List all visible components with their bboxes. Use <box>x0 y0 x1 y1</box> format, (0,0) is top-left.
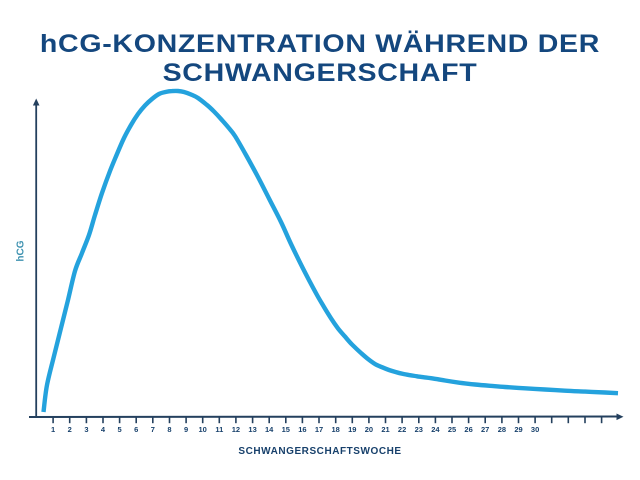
svg-text:21: 21 <box>381 425 389 434</box>
svg-text:18: 18 <box>332 425 340 434</box>
svg-text:16: 16 <box>298 425 306 434</box>
svg-text:5: 5 <box>118 425 122 434</box>
svg-text:3: 3 <box>84 425 88 434</box>
svg-text:1: 1 <box>51 425 55 434</box>
svg-text:22: 22 <box>398 425 406 434</box>
svg-text:17: 17 <box>315 425 323 434</box>
svg-text:hCG: hCG <box>16 240 27 261</box>
svg-text:30: 30 <box>531 425 539 434</box>
svg-text:14: 14 <box>265 425 274 434</box>
svg-text:20: 20 <box>365 425 373 434</box>
svg-text:6: 6 <box>134 425 138 434</box>
svg-text:7: 7 <box>151 425 155 434</box>
svg-text:12: 12 <box>232 425 240 434</box>
svg-text:25: 25 <box>448 425 456 434</box>
svg-text:26: 26 <box>464 425 472 434</box>
svg-text:8: 8 <box>167 425 171 434</box>
svg-text:23: 23 <box>415 425 423 434</box>
svg-text:19: 19 <box>348 425 356 434</box>
svg-text:10: 10 <box>199 425 207 434</box>
svg-text:28: 28 <box>498 425 506 434</box>
svg-text:4: 4 <box>101 425 106 434</box>
svg-text:15: 15 <box>282 425 290 434</box>
svg-text:27: 27 <box>481 425 489 434</box>
svg-text:9: 9 <box>184 425 188 434</box>
svg-text:29: 29 <box>514 425 522 434</box>
svg-text:11: 11 <box>215 425 223 434</box>
svg-text:13: 13 <box>248 425 256 434</box>
svg-text:SCHWANGERSCHAFTSWOCHE: SCHWANGERSCHAFTSWOCHE <box>238 446 401 457</box>
svg-text:2: 2 <box>68 425 72 434</box>
svg-text:24: 24 <box>431 425 440 434</box>
